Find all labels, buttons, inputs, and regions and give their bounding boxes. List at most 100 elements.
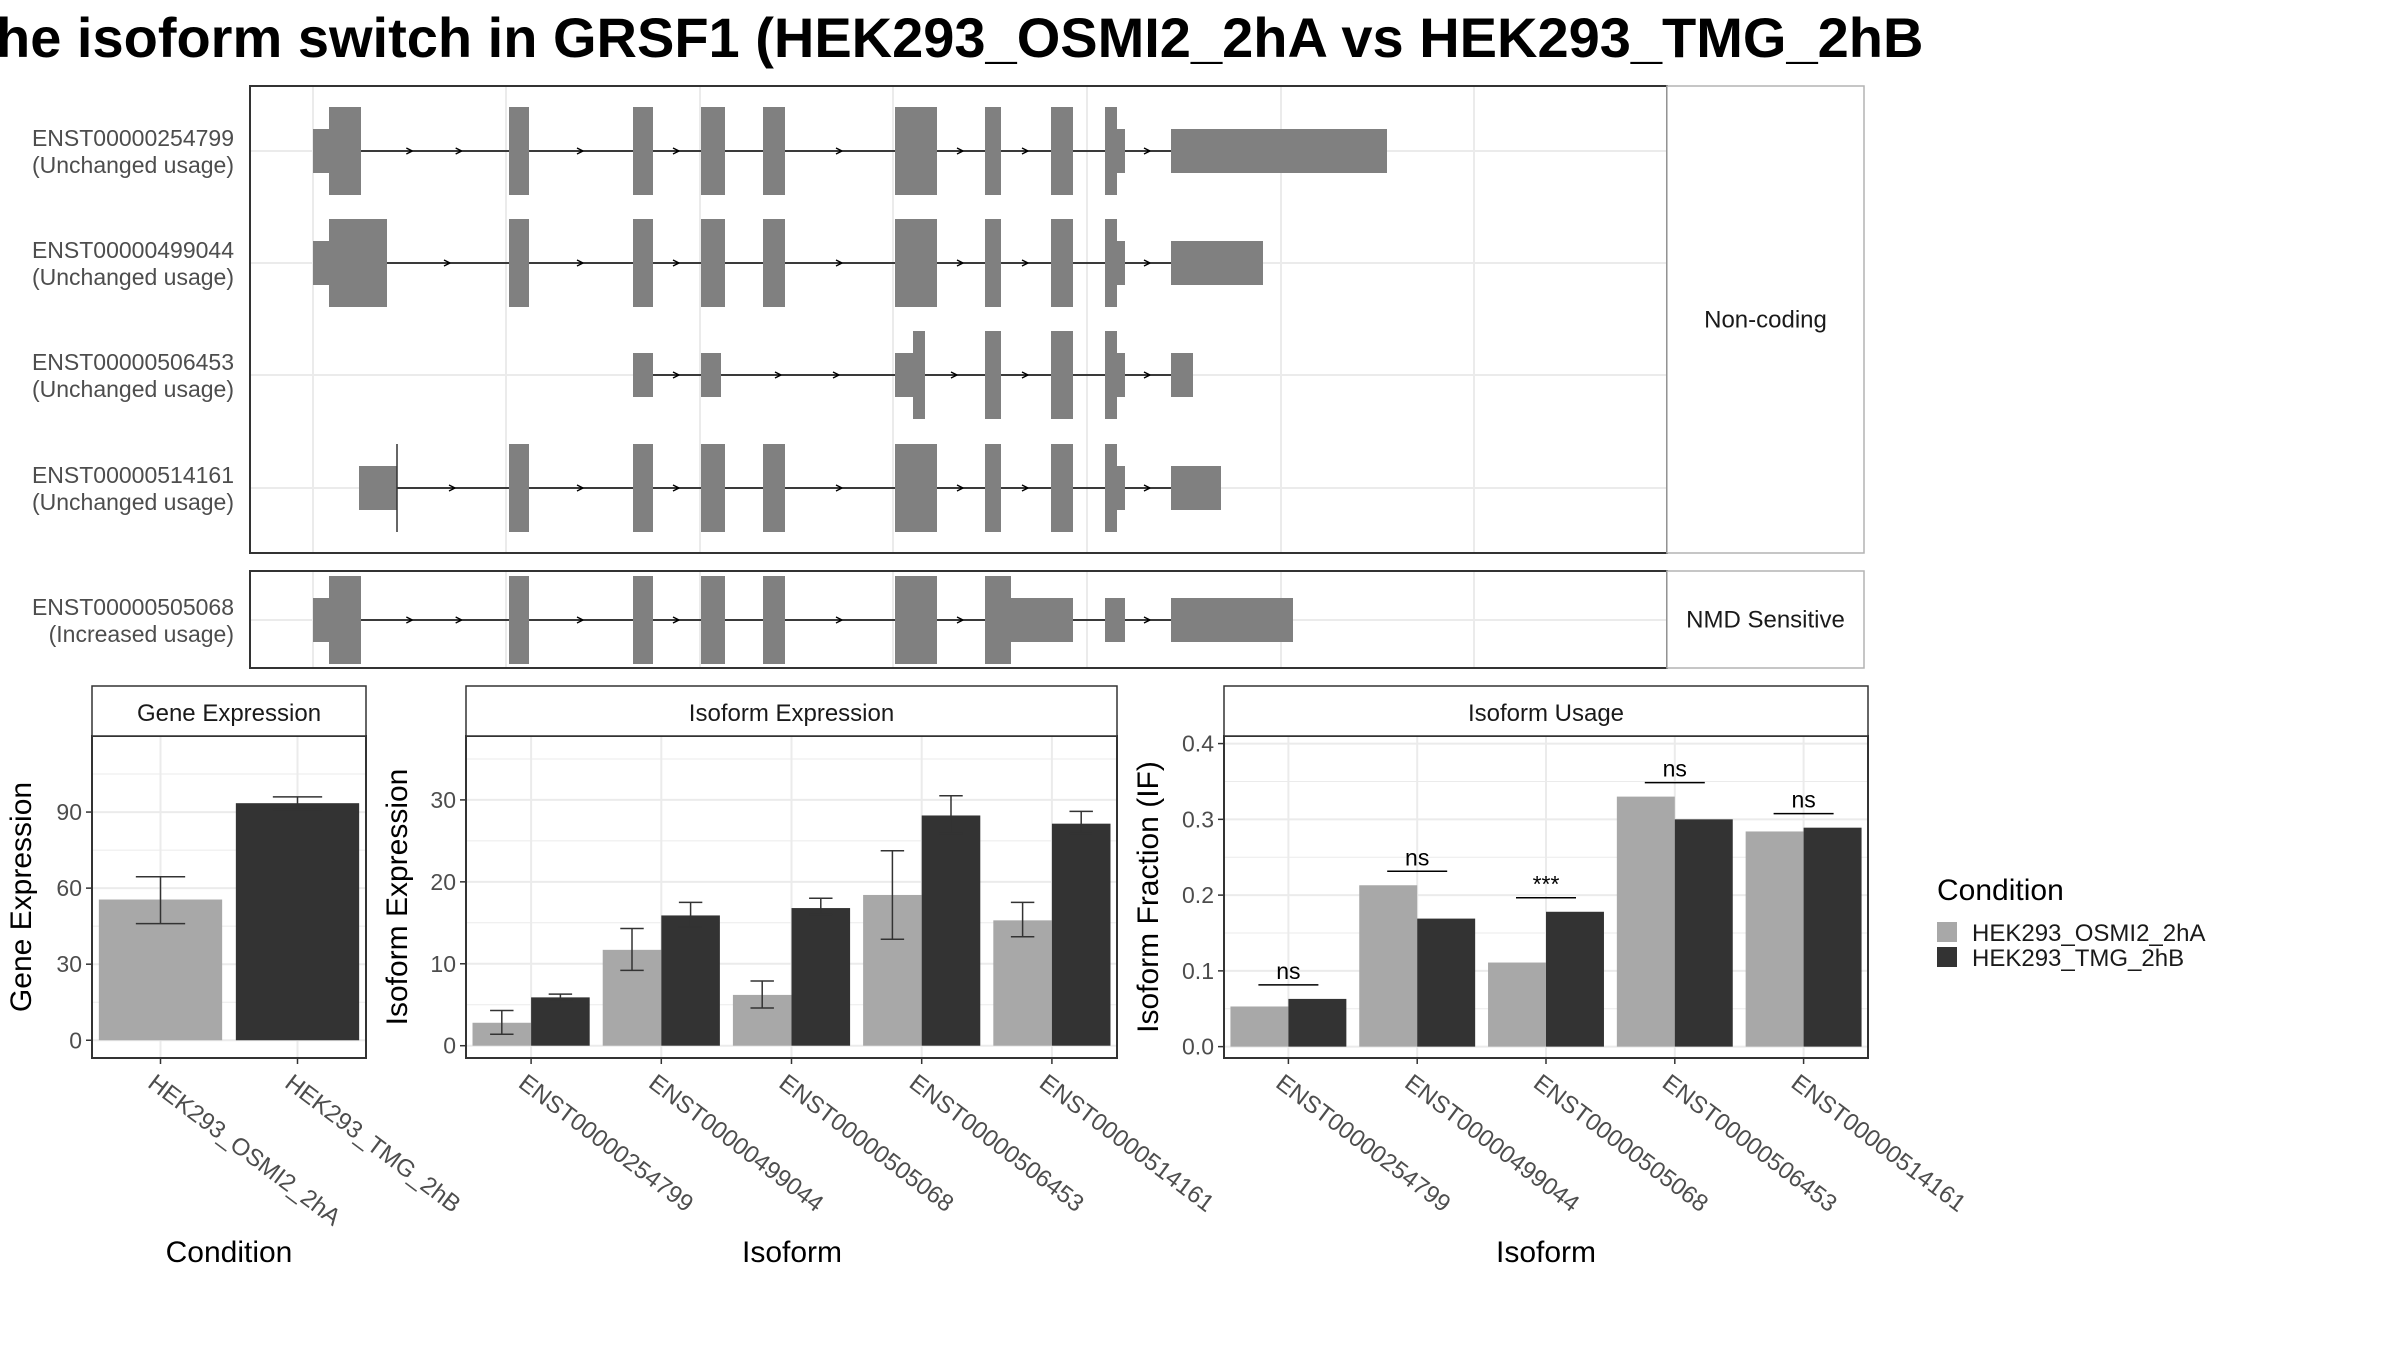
exon-block — [633, 444, 653, 532]
facet-strip-label: NMD Sensitive — [1686, 607, 1845, 634]
intron-arrow — [576, 616, 585, 624]
bar — [1674, 819, 1733, 1047]
exon-block — [509, 107, 529, 195]
intron-arrow — [672, 616, 681, 624]
exon-block — [633, 576, 653, 664]
x-axis-title: Isoform — [1496, 1236, 1596, 1269]
intron-arrow — [956, 616, 965, 624]
exon-block — [313, 241, 329, 285]
y-tick-label: 90 — [56, 799, 82, 825]
legend-label-tmg: HEK293_TMG_2hB — [1972, 945, 2184, 972]
transcript-usage-label: (Unchanged usage) — [32, 152, 234, 178]
intron-arrow — [455, 616, 464, 624]
bar — [921, 815, 981, 1046]
facet-strip — [1666, 85, 1865, 554]
exon-block — [329, 219, 387, 307]
transcript-structure-plot: ENST00000254799(Unchanged usage)ENST0000… — [32, 85, 1865, 669]
bar — [661, 915, 720, 1046]
transcript-usage-label: (Increased usage) — [49, 621, 234, 647]
exon-block — [985, 219, 1001, 307]
y-tick-label: 0.3 — [1182, 806, 1214, 832]
exon-block — [1105, 219, 1117, 307]
exon-block — [1171, 353, 1193, 397]
intron-arrow — [956, 259, 965, 267]
exon-block — [633, 107, 653, 195]
bar — [1230, 1006, 1289, 1047]
intron-arrow — [1143, 371, 1152, 379]
exon-block — [895, 576, 937, 664]
structure-panel-bg — [250, 86, 1667, 553]
bar — [791, 908, 851, 1046]
exon-block — [763, 576, 785, 664]
exon-block — [509, 576, 529, 664]
y-tick-label: 20 — [430, 869, 456, 895]
exon-block — [985, 444, 1001, 532]
exon-block — [1051, 107, 1073, 195]
exon-block — [1051, 331, 1073, 419]
intron-arrow — [956, 147, 965, 155]
bar — [1745, 831, 1804, 1047]
y-tick-label: 30 — [430, 787, 456, 813]
bar — [1488, 962, 1546, 1047]
y-tick-label: 60 — [56, 875, 82, 901]
exon-block — [701, 219, 725, 307]
exon-block — [763, 219, 785, 307]
exon-block — [913, 331, 925, 419]
exon-block — [1117, 353, 1125, 397]
intron-arrow — [835, 616, 844, 624]
intron-arrow — [1021, 484, 1030, 492]
intron-arrow — [835, 259, 844, 267]
transcript-id-label: ENST00000499044 — [32, 237, 234, 263]
exon-block — [1105, 598, 1125, 642]
intron-arrow — [1143, 616, 1152, 624]
exon-block — [1051, 219, 1073, 307]
intron-arrow — [950, 371, 959, 379]
transcript-usage-label: (Unchanged usage) — [32, 264, 234, 290]
intron-arrow — [1143, 147, 1152, 155]
legend-label-osmi: HEK293_OSMI2_2hA — [1972, 920, 2205, 947]
exon-block — [1117, 241, 1125, 285]
facet-strip — [1666, 570, 1865, 669]
exon-block — [633, 219, 653, 307]
exon-block — [895, 444, 937, 532]
y-tick-label: 0 — [443, 1033, 456, 1059]
y-axis-title: Gene Expression — [5, 782, 38, 1012]
intron-arrow — [455, 147, 464, 155]
bar — [1359, 885, 1418, 1047]
legend-title: Condition — [1937, 874, 2064, 907]
intron-arrow — [672, 371, 681, 379]
intron-arrow — [406, 147, 414, 155]
significance-label: ns — [1663, 756, 1687, 782]
transcript-id-label: ENST00000514161 — [32, 462, 234, 488]
exon-block — [763, 107, 785, 195]
exon-block — [1117, 129, 1125, 173]
exon-block — [895, 107, 937, 195]
exon-block — [313, 598, 329, 642]
exon-block — [985, 331, 1001, 419]
intron-arrow — [1021, 259, 1030, 267]
intron-arrow — [448, 484, 457, 492]
facet-strip-label: Non-coding — [1704, 307, 1827, 334]
transcript-id-label: ENST00000254799 — [32, 125, 234, 151]
legend-swatch-osmi — [1937, 922, 1957, 942]
bar — [235, 803, 360, 1041]
exon-block — [329, 576, 361, 664]
exon-block — [701, 353, 721, 397]
exon-block — [1011, 598, 1073, 642]
legend-swatch-tmg — [1937, 947, 1957, 967]
x-axis-title: Condition — [166, 1236, 293, 1269]
exon-block — [1051, 444, 1073, 532]
exon-block — [509, 219, 529, 307]
exon-block — [1171, 129, 1387, 173]
exon-block — [1171, 466, 1221, 510]
chart-title: Isoform Usage — [1468, 700, 1624, 727]
exon-block — [1105, 107, 1117, 195]
intron-arrow — [832, 371, 841, 379]
exon-block — [359, 466, 397, 510]
exon-block — [701, 444, 725, 532]
y-tick-label: 0.4 — [1182, 731, 1214, 757]
intron-arrow — [774, 371, 783, 379]
y-tick-label: 0 — [69, 1027, 82, 1053]
